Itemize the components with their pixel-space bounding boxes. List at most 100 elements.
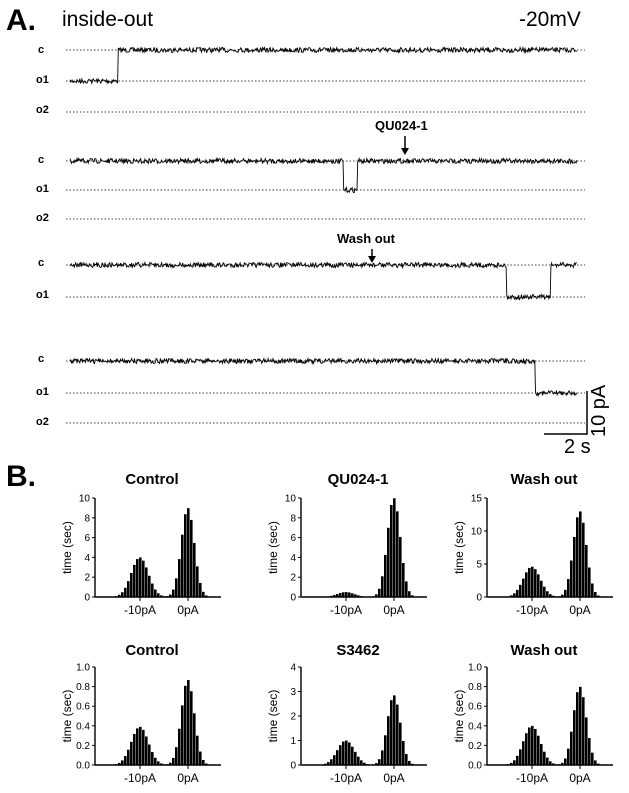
y-tick-label: 8 [290,513,296,524]
panel-a-letter: A. [6,4,36,37]
histogram-bar [330,759,333,765]
y-tick-label: 0.4 [468,721,482,732]
histogram-bar [510,595,513,597]
histogram-bar [534,569,537,597]
current-trace [69,45,578,85]
y-axis-label: time (sec) [60,690,74,743]
histogram-bar [552,763,555,765]
histogram-bar [115,596,118,597]
y-tick-label: 4 [290,663,296,674]
x-tick-label: -10pA [516,771,548,785]
y-tick-label: 2 [290,573,296,584]
histogram-bar [348,742,351,765]
histogram-bar [130,572,133,597]
histogram-bar [142,560,145,597]
y-tick-label: 10 [79,494,91,505]
x-tick-label: -10pA [330,771,362,785]
histogram-bar [540,744,543,765]
histogram-bar [354,594,357,597]
histogram-bar [327,596,330,597]
histogram-bar [136,728,139,765]
histogram-bar [139,557,142,597]
histogram-bar [549,761,552,765]
histogram-title: S3462 [336,642,379,659]
histogram-bar [579,511,582,597]
histogram-bar [558,596,561,597]
histogram-bar [372,764,375,765]
histogram-bar [588,567,591,597]
y-tick-label: 6 [84,533,90,544]
x-tick-label: -10pA [124,603,156,617]
histogram-bar [381,576,384,597]
recording-configuration-label: inside-out [62,8,154,31]
histogram-bar [127,581,130,597]
histogram-bar [528,567,531,597]
current-trace [69,260,577,301]
x-tick-label: 0pA [383,603,404,617]
histogram-bar [405,581,408,597]
x-tick-label: 0pA [569,771,590,785]
histogram-bar [148,744,151,765]
y-tick-label: 6 [290,533,296,544]
histogram-bar [336,593,339,597]
histogram-bar [507,764,510,765]
histogram-bar [525,572,528,597]
histogram-bar [345,740,348,765]
histogram-bar [375,594,378,597]
x-tick-label: 0pA [383,771,404,785]
histogram-bar [516,589,519,597]
histogram-bar [594,592,597,597]
histogram-bar [178,728,181,765]
histogram-bar [546,757,549,765]
y-tick-label: 0 [476,593,482,604]
histogram-bar [175,747,178,765]
histogram-bar [396,511,399,597]
histogram-bar [160,763,163,765]
histogram-bar [166,764,169,765]
histogram-bar [567,579,570,597]
histogram-bar [399,536,402,597]
y-tick-label: 8 [84,513,90,524]
histogram-bar [531,566,534,597]
histogram-bar [390,505,393,597]
histogram-bar [342,741,345,765]
y-tick-label: 1.0 [76,663,90,674]
histogram-bar [540,580,543,597]
histogram-bar [381,750,384,765]
histogram-bar [387,716,390,765]
histogram-bar [396,704,399,765]
histogram-bar [190,519,193,597]
histogram-bar [531,725,534,765]
histogram-bar [348,592,351,597]
histogram-bar [190,691,193,765]
x-tick-label: 0pA [177,771,198,785]
histogram-bar [537,735,540,765]
level-label-open2: o2 [36,416,49,428]
drug-application-arrow [401,136,409,155]
histogram-title: Wash out [511,471,578,488]
y-tick-label: 0.6 [76,702,90,713]
y-axis-label: time (sec) [60,521,74,574]
histogram-bar [363,762,366,765]
y-tick-label: 0 [290,761,296,772]
y-axis-label: time (sec) [266,521,280,574]
histogram-bar [558,764,561,765]
histogram-bar [546,591,549,597]
histogram-bar [172,589,175,597]
histogram-bar [507,596,510,597]
histogram-bar [345,592,348,597]
histogram-bar [543,751,546,765]
histogram-bar [142,729,145,765]
histogram-bar [537,574,540,597]
histogram-title: Wash out [511,642,578,659]
histogram-bar [339,745,342,765]
histogram-bar [387,527,390,597]
histogram-bar [333,595,336,597]
histogram-bar [166,596,169,597]
y-tick-label: 4 [84,553,90,564]
histogram-bar [360,760,363,765]
histogram-chart: Wash out 0 5 10 15 time (sec) -10pA 0pA [452,471,613,617]
histogram-chart: Wash out 0.0 0.2 0.4 0.6 0.8 1.0 time (sec) -10p… [452,642,613,785]
histogram-bar [321,764,324,765]
